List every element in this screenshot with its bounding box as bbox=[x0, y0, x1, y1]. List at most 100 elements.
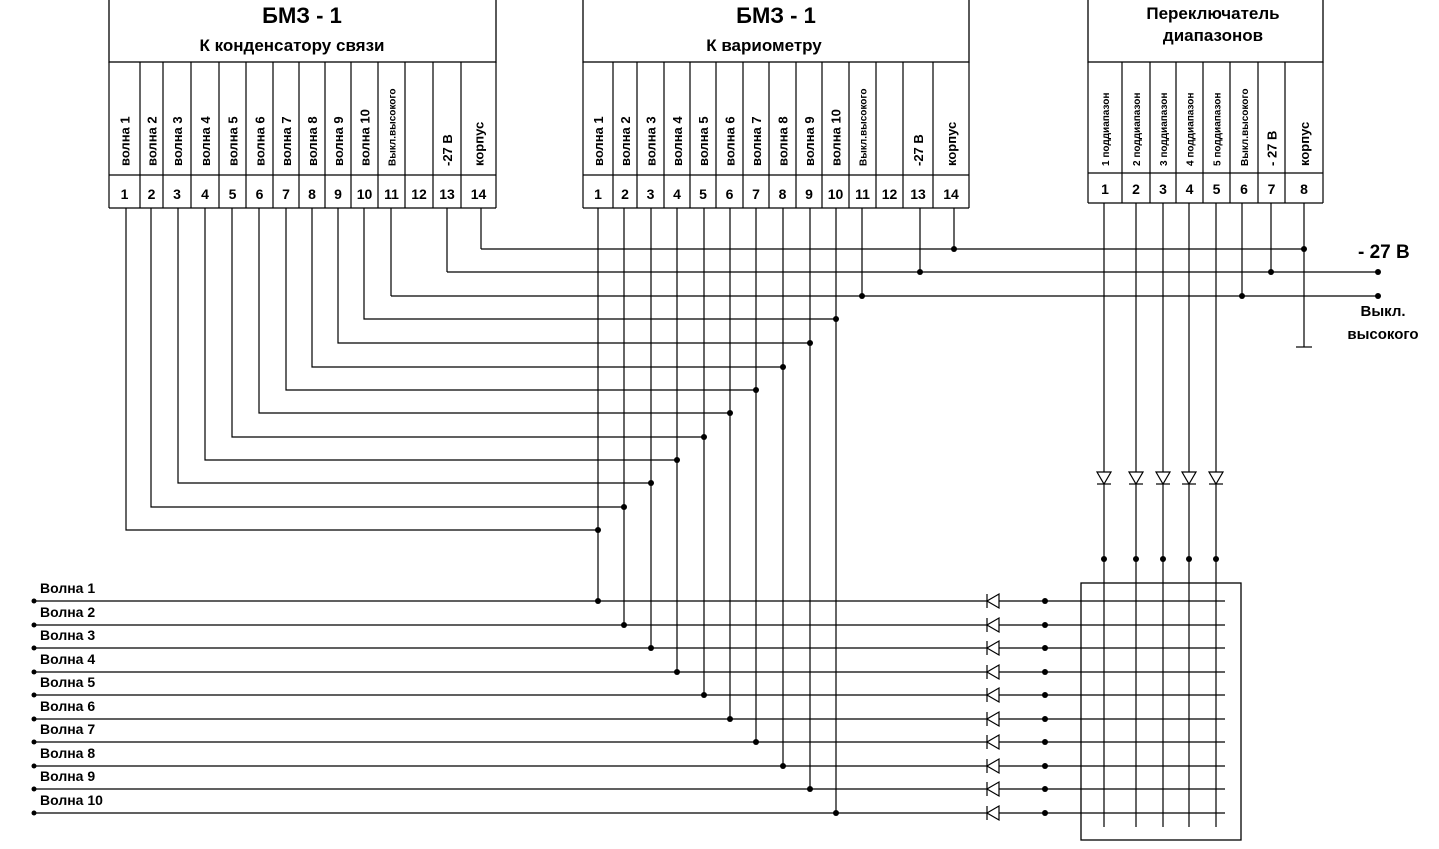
diode-icon bbox=[985, 804, 1000, 822]
junction-dot bbox=[648, 480, 654, 486]
junction-dot bbox=[833, 316, 839, 322]
signal-label: волна 3 bbox=[644, 116, 659, 166]
junction-dot bbox=[1042, 810, 1048, 816]
wave-label: Волна 3 bbox=[40, 627, 95, 643]
pin-number: 11 bbox=[855, 186, 870, 202]
signal-label: волна 5 bbox=[226, 116, 241, 166]
junction-dot bbox=[1213, 556, 1219, 562]
pin-number: 6 bbox=[1240, 181, 1248, 197]
diode-icon bbox=[1180, 471, 1198, 486]
pin-number: 7 bbox=[282, 186, 290, 202]
pin-number: 10 bbox=[357, 186, 373, 202]
pin-number: 5 bbox=[1213, 181, 1221, 197]
junction-dot bbox=[1133, 556, 1139, 562]
signal-label: Выкл.высокого bbox=[388, 89, 399, 167]
wave-terminal bbox=[31, 810, 37, 816]
pin-number: 8 bbox=[1300, 181, 1308, 197]
junction-dot bbox=[1375, 293, 1381, 299]
pin-number: 2 bbox=[621, 186, 629, 202]
junction-dot bbox=[1042, 786, 1048, 792]
signal-label: волна 6 bbox=[723, 116, 738, 166]
wave-feed-wire bbox=[231, 208, 704, 438]
pin-number: 4 bbox=[673, 186, 681, 202]
junction-dot bbox=[1301, 246, 1307, 252]
wave-feed-wire bbox=[285, 208, 756, 391]
bus-label-off-high-2: высокого bbox=[1347, 326, 1418, 343]
signal-label: 2 поддиапазон bbox=[1132, 93, 1143, 166]
signal-label: Выкл.высокого bbox=[1240, 89, 1251, 167]
wave-feed-wire bbox=[125, 208, 598, 531]
wave-feed-wire bbox=[150, 208, 624, 508]
pin-number: 10 bbox=[828, 186, 844, 202]
wave-labels: Волна 1 Волна 2 Волна 3 Волна 4 Волна 5 Волна… bbox=[40, 580, 103, 808]
pin-number: 8 bbox=[308, 186, 316, 202]
diode-icon bbox=[1127, 471, 1145, 486]
signal-label: волна 9 bbox=[331, 116, 346, 166]
wave-feed-wire bbox=[363, 208, 836, 320]
block-bmz-variometer: БМЗ - 1 К вариометру волна 1 1 волна 2 2 вол… bbox=[582, 0, 970, 209]
bus-label-off-high-1: Выкл. bbox=[1360, 303, 1405, 320]
signal-label: Выкл.высокого bbox=[859, 89, 870, 167]
wave-terminal bbox=[31, 669, 37, 675]
pin-number: 9 bbox=[805, 186, 813, 202]
pin-number: 11 bbox=[384, 186, 399, 202]
junction-dot bbox=[1101, 556, 1107, 562]
diodes bbox=[985, 471, 1225, 822]
pin-number: 3 bbox=[1159, 181, 1167, 197]
pin-number: 7 bbox=[1268, 181, 1276, 197]
wiring bbox=[34, 203, 1378, 827]
diode-icon bbox=[985, 639, 1000, 657]
pin-number: 1 bbox=[594, 186, 602, 202]
wave-terminal bbox=[31, 739, 37, 745]
signal-label: волна 6 bbox=[253, 116, 268, 166]
pin-number: 14 bbox=[943, 186, 959, 202]
wave-label: Волна 7 bbox=[40, 721, 95, 737]
junction-dot bbox=[1042, 716, 1048, 722]
block-range-switch: Переключатель диапазонов 1 поддиапазон 1 2… bbox=[1087, 0, 1324, 204]
diode-icon bbox=[1207, 471, 1225, 486]
block-title: БМЗ - 1 bbox=[736, 3, 816, 28]
wave-label: Волна 5 bbox=[40, 674, 95, 690]
junction-dot bbox=[648, 645, 654, 651]
wave-terminal bbox=[31, 692, 37, 698]
junction-dot bbox=[1268, 269, 1274, 275]
signal-label: 3 поддиапазон bbox=[1159, 93, 1170, 166]
junction-dot bbox=[780, 763, 786, 769]
wave-terminal bbox=[31, 763, 37, 769]
block-title-line2: диапазонов bbox=[1163, 26, 1263, 45]
junction-dot bbox=[1042, 669, 1048, 675]
junction-dot bbox=[1042, 645, 1048, 651]
junction-dot bbox=[807, 786, 813, 792]
junction-dot bbox=[951, 246, 957, 252]
junction-dot bbox=[1239, 293, 1245, 299]
junction-dot bbox=[780, 364, 786, 370]
diode-icon bbox=[1095, 471, 1113, 486]
junction-dot bbox=[917, 269, 923, 275]
junction-dot bbox=[701, 434, 707, 440]
signal-label: волна 10 bbox=[358, 109, 373, 166]
pin-number: 9 bbox=[334, 186, 342, 202]
signal-label: волна 1 bbox=[591, 116, 606, 166]
junction-dot bbox=[595, 527, 601, 533]
junction-dot bbox=[833, 810, 839, 816]
junction-dot bbox=[1042, 622, 1048, 628]
block-bmz-capacitor: БМЗ - 1 К конденсатору связи волна 1 1 вол… bbox=[108, 0, 497, 209]
signal-label: 4 поддиапазон bbox=[1186, 93, 1197, 166]
junction-dot bbox=[1186, 556, 1192, 562]
pin-number: 3 bbox=[173, 186, 181, 202]
wave-feed-wire bbox=[204, 208, 677, 461]
pin-number: 13 bbox=[439, 186, 455, 202]
signal-label: волна 8 bbox=[776, 116, 791, 166]
diode-icon bbox=[985, 686, 1000, 704]
pin-number: 4 bbox=[1186, 181, 1194, 197]
pin-number: 13 bbox=[910, 186, 926, 202]
wave-label: Волна 8 bbox=[40, 745, 95, 761]
block-title: БМЗ - 1 bbox=[262, 3, 342, 28]
pin-number: 5 bbox=[699, 186, 707, 202]
signal-label: корпус bbox=[1297, 122, 1312, 166]
pin-number: 6 bbox=[256, 186, 264, 202]
signal-label: волна 7 bbox=[279, 116, 294, 166]
pin-number: 5 bbox=[229, 186, 237, 202]
pin-number: 3 bbox=[647, 186, 655, 202]
